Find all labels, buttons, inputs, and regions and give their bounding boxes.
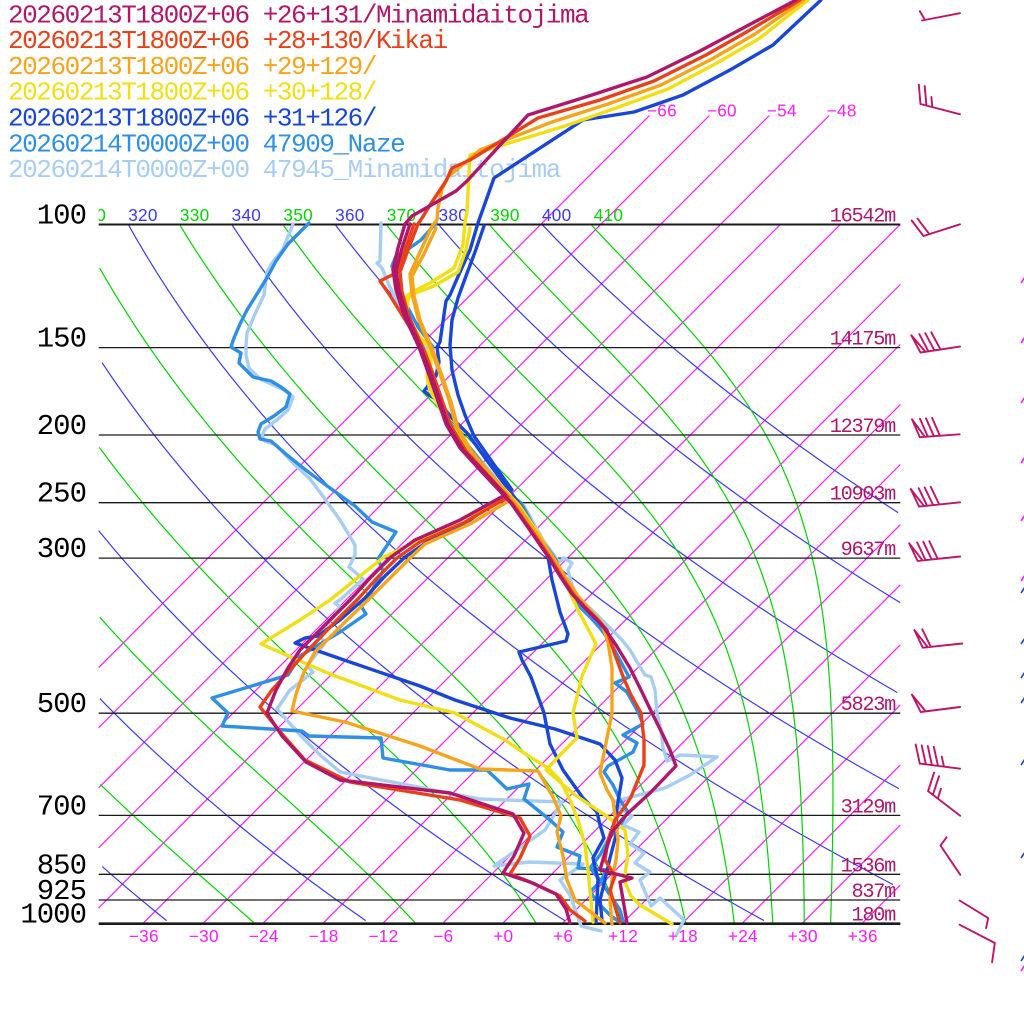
svg-text:+0: +0 xyxy=(493,926,513,946)
svg-text:390: 390 xyxy=(490,205,520,225)
svg-text:500: 500 xyxy=(37,688,86,721)
svg-text:5823m: 5823m xyxy=(841,694,896,717)
svg-text:−18: −18 xyxy=(309,926,339,946)
svg-text:+24: +24 xyxy=(728,926,758,946)
svg-text:320: 320 xyxy=(128,205,158,225)
svg-text:10903m: 10903m xyxy=(830,484,896,507)
svg-text:400: 400 xyxy=(542,205,572,225)
svg-text:100: 100 xyxy=(37,200,86,233)
svg-text:20260213T1800Z+06 +26+131/Mina: 20260213T1800Z+06 +26+131/Minamidaitojim… xyxy=(8,0,589,30)
svg-text:700: 700 xyxy=(37,790,86,823)
svg-text:925: 925 xyxy=(37,875,86,908)
svg-text:20260214T0000Z+00 47909_Naze: 20260214T0000Z+00 47909_Naze xyxy=(8,129,404,159)
svg-text:−48: −48 xyxy=(827,101,857,121)
svg-text:14175m: 14175m xyxy=(830,329,896,352)
svg-text:+30: +30 xyxy=(788,926,818,946)
svg-text:−24: −24 xyxy=(249,926,279,946)
svg-text:−6: −6 xyxy=(433,926,453,946)
svg-text:12379m: 12379m xyxy=(830,416,896,439)
svg-text:−54: −54 xyxy=(767,101,797,121)
svg-text:20260213T1800Z+06 +30+128/: 20260213T1800Z+06 +30+128/ xyxy=(8,78,377,108)
svg-text:350: 350 xyxy=(283,205,313,225)
svg-text:20260213T1800Z+06 +28+130/Kika: 20260213T1800Z+06 +28+130/Kikai xyxy=(8,26,448,56)
svg-text:20260213T1800Z+06 +31+126/: 20260213T1800Z+06 +31+126/ xyxy=(8,104,377,134)
svg-text:410: 410 xyxy=(594,205,624,225)
svg-text:1536m: 1536m xyxy=(841,855,896,878)
svg-text:+36: +36 xyxy=(848,926,878,946)
svg-text:837m: 837m xyxy=(852,881,897,904)
svg-text:+6: +6 xyxy=(553,926,573,946)
svg-text:−12: −12 xyxy=(368,926,398,946)
svg-text:9637m: 9637m xyxy=(841,539,896,562)
svg-text:+12: +12 xyxy=(608,926,638,946)
svg-text:300: 300 xyxy=(37,533,86,566)
svg-text:360: 360 xyxy=(335,205,365,225)
svg-text:380: 380 xyxy=(439,205,469,225)
svg-text:3129m: 3129m xyxy=(841,796,896,819)
svg-text:250: 250 xyxy=(37,478,86,511)
svg-text:330: 330 xyxy=(180,205,210,225)
svg-text:200: 200 xyxy=(37,410,86,443)
svg-text:340: 340 xyxy=(232,205,262,225)
svg-text:16542m: 16542m xyxy=(830,206,896,229)
svg-text:850: 850 xyxy=(37,849,86,882)
svg-text:180m: 180m xyxy=(852,905,897,928)
svg-text:150: 150 xyxy=(37,323,86,356)
svg-text:−36: −36 xyxy=(129,926,159,946)
svg-text:−60: −60 xyxy=(707,101,737,121)
svg-text:20260213T1800Z+06 +29+129/: 20260213T1800Z+06 +29+129/ xyxy=(8,52,377,82)
svg-text:−30: −30 xyxy=(189,926,219,946)
svg-text:+18: +18 xyxy=(668,926,698,946)
svg-text:1000: 1000 xyxy=(20,899,86,932)
svg-text:310: 310 xyxy=(77,205,107,225)
